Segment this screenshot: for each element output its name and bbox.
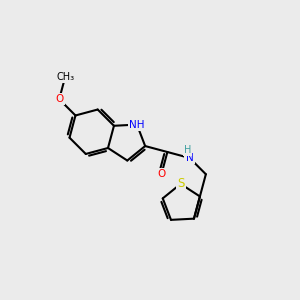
- Text: N: N: [186, 153, 194, 163]
- Text: O: O: [157, 169, 166, 179]
- Text: O: O: [55, 94, 63, 104]
- Text: CH₃: CH₃: [56, 72, 74, 82]
- Text: H: H: [184, 145, 191, 155]
- Text: NH: NH: [129, 120, 145, 130]
- Text: S: S: [177, 177, 184, 190]
